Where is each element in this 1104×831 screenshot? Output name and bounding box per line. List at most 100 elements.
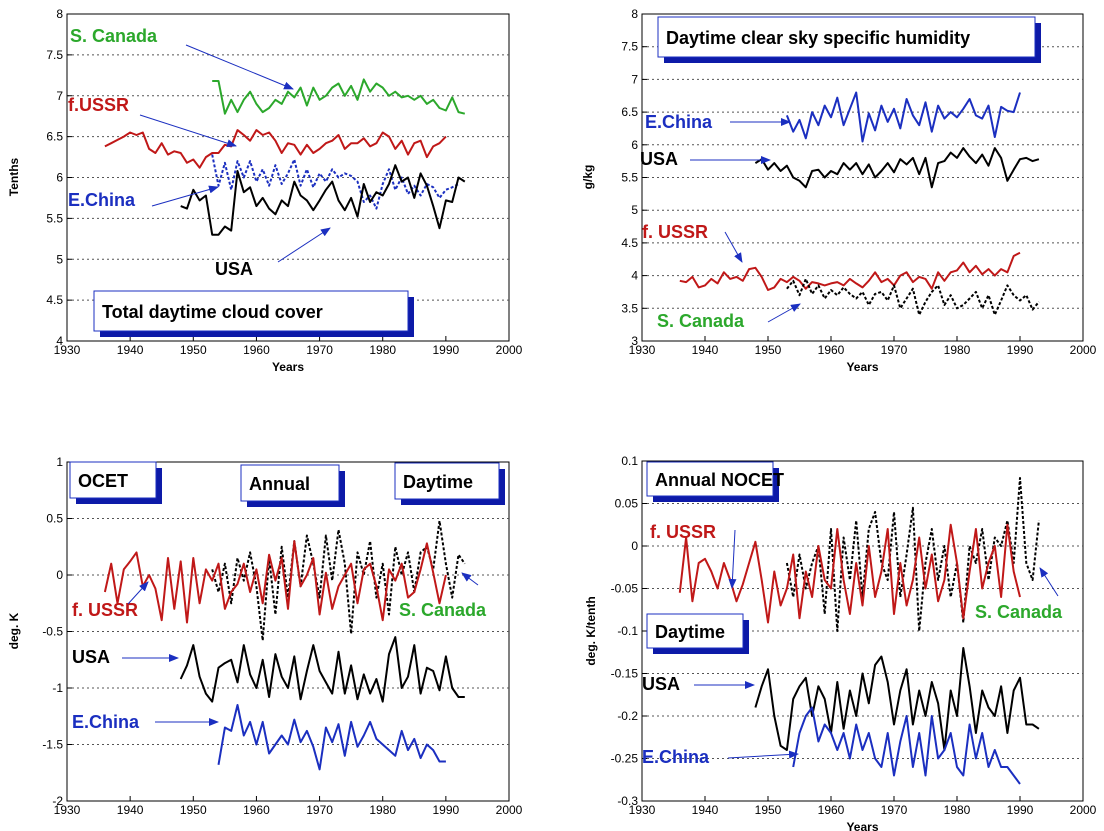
series-label: S. Canada: [70, 26, 158, 46]
x-tick-label: 1950: [180, 803, 207, 817]
x-tick-label: 2000: [496, 803, 523, 817]
pointer-arrow: [151, 185, 219, 207]
x-tick-label: 1950: [755, 803, 782, 817]
x-tick-label: 1940: [692, 343, 719, 357]
pointer-arrow: [127, 581, 149, 605]
y-tick-label: 6.5: [46, 130, 63, 144]
series-line-s-canada: [211, 519, 466, 642]
pointer-arrow: [277, 227, 331, 263]
series-label: USA: [72, 647, 110, 667]
y-tick-label: 5.5: [46, 211, 63, 225]
title-box-text: OCET: [78, 471, 128, 491]
y-tick-label: -1: [52, 681, 63, 695]
y-tick-label: 8: [56, 7, 63, 21]
y-tick-label: 3: [631, 334, 638, 348]
y-axis-label: g/kg: [581, 165, 595, 190]
series-line-usa: [754, 647, 1040, 751]
y-tick-label: -0.05: [611, 582, 639, 596]
x-tick-label: 1980: [944, 803, 971, 817]
x-tick-label: 1940: [692, 803, 719, 817]
series-label: f. USSR: [642, 222, 708, 242]
x-tick-label: 1960: [243, 803, 270, 817]
pointer-arrow: [461, 572, 479, 586]
series-label: E.China: [642, 747, 710, 767]
y-tick-label: 5: [56, 252, 63, 266]
pointer-arrow: [139, 114, 237, 148]
series-label: USA: [640, 149, 678, 169]
y-tick-label: 7.5: [46, 48, 63, 62]
y-tick-label: 1: [56, 455, 63, 469]
x-axis-label: Years: [846, 820, 878, 831]
x-tick-label: 1970: [306, 343, 333, 357]
y-tick-label: 6: [56, 171, 63, 185]
x-tick-label: 2000: [1070, 343, 1097, 357]
x-tick-label: 1960: [243, 343, 270, 357]
y-tick-label: 5.5: [621, 171, 638, 185]
y-tick-label: -0.2: [617, 709, 638, 723]
series-label: f. USSR: [650, 522, 716, 542]
y-tick-label: 4: [56, 334, 63, 348]
x-tick-label: 1980: [369, 803, 396, 817]
chart-panel-3: -2 -1.5 -1 -0.5 0 0.5 1 1930 1940 1950 1960 1970 198…: [7, 455, 523, 817]
series-line-e-china: [792, 706, 1021, 785]
y-axis-label: deg. K/tenth: [584, 596, 598, 665]
y-tick-label: -0.1: [617, 624, 638, 638]
series-line-usa: [180, 164, 466, 236]
series-line-f-ussr: [103, 540, 447, 624]
series-line-usa: [754, 147, 1040, 189]
y-tick-label: -0.5: [42, 625, 63, 639]
series-line-f-ussr: [679, 251, 1021, 291]
pointer-arrow: [767, 303, 801, 323]
series-label: S. Canada: [657, 311, 745, 331]
y-tick-label: -0.15: [611, 667, 639, 681]
y-tick-label: 7: [631, 72, 638, 86]
y-tick-label: 4.5: [46, 293, 63, 307]
y-tick-label: -1.5: [42, 738, 63, 752]
x-tick-label: 1930: [629, 803, 656, 817]
title-box-text: Daytime: [403, 472, 473, 492]
pointer-arrow: [728, 529, 737, 589]
y-tick-label: 6: [631, 138, 638, 152]
x-tick-label: 1980: [944, 343, 971, 357]
y-tick-label: 0.05: [615, 497, 639, 511]
x-tick-label: 1970: [881, 343, 908, 357]
title-box: [657, 16, 1036, 58]
pointer-arrow: [1039, 567, 1059, 597]
series-label: S. Canada: [399, 600, 487, 620]
series-line-f-ussr: [678, 523, 1021, 624]
chart-panel-4: -0.3 -0.25 -0.2 -0.15 -0.1 -0.05 0 0.05 0.1 1930 1…: [584, 454, 1097, 831]
series-label: E.China: [645, 112, 713, 132]
y-tick-label: -0.3: [617, 794, 638, 808]
series-line-e-china: [211, 154, 459, 210]
pointer-arrow: [727, 750, 799, 759]
x-tick-label: 1990: [1007, 803, 1034, 817]
x-tick-label: 1970: [881, 803, 908, 817]
x-tick-label: 2000: [496, 343, 523, 357]
title-box-text: Daytime clear sky specific humidity: [666, 28, 970, 48]
title-box-text: Annual NOCET: [655, 470, 784, 490]
series-label: f.USSR: [68, 95, 129, 115]
x-tick-label: 1930: [54, 803, 81, 817]
y-tick-label: 7.5: [621, 40, 638, 54]
series-label: E.China: [68, 190, 136, 210]
y-tick-label: 3.5: [621, 301, 638, 315]
x-tick-label: 1970: [306, 803, 333, 817]
x-axis-label: Years: [846, 360, 878, 374]
x-axis-label: Years: [272, 360, 304, 374]
pointer-arrow: [185, 44, 294, 90]
y-tick-label: 0.1: [621, 454, 638, 468]
title-box: [69, 461, 157, 499]
y-tick-label: 6.5: [621, 105, 638, 119]
x-tick-label: 1940: [117, 803, 144, 817]
x-tick-label: 1960: [818, 343, 845, 357]
x-tick-label: 1940: [117, 343, 144, 357]
y-tick-label: 0: [56, 568, 63, 582]
series-label: S. Canada: [975, 602, 1063, 622]
y-tick-label: 4.5: [621, 236, 638, 250]
series-label: USA: [642, 674, 680, 694]
y-tick-label: 5: [631, 203, 638, 217]
title-box: [646, 461, 774, 497]
y-tick-label: 7: [56, 89, 63, 103]
series-label: USA: [215, 259, 253, 279]
